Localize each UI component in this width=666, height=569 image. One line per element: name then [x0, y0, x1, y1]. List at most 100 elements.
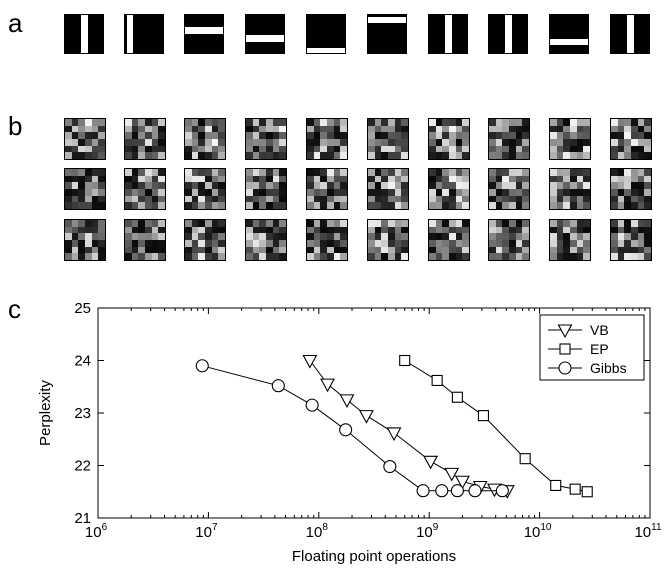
sample-pixel [320, 138, 327, 146]
sample-pixel [313, 246, 321, 254]
sample-pixel [502, 226, 509, 234]
sample-pixel [442, 145, 449, 153]
x-tick-label: 1011 [634, 522, 662, 541]
sample-pixel [448, 152, 456, 159]
sample-pixel [125, 152, 132, 159]
sample-pixel [91, 119, 99, 126]
sample-pixel [429, 233, 436, 240]
sample-pixel [556, 138, 564, 146]
sample-tile [184, 118, 226, 160]
sample-pixel [448, 125, 456, 133]
sample-pixel [191, 182, 199, 189]
sample-pixel [204, 182, 212, 189]
sample-pixel [462, 233, 469, 240]
sample-pixel [340, 132, 347, 139]
sample-tile [64, 168, 106, 210]
sample-pixel [279, 233, 286, 240]
sample-pixel [515, 195, 523, 203]
sample-pixel [71, 188, 79, 196]
sample-pixel [272, 202, 280, 209]
sample-pixel [272, 119, 280, 126]
sample-pixel [98, 119, 105, 126]
sample-pixel [374, 253, 382, 260]
sample-pixel [265, 239, 273, 247]
sample-pixel [550, 220, 557, 227]
sample-pixel [569, 246, 577, 254]
sample-pixel [563, 246, 570, 254]
sample-pixel [198, 239, 205, 247]
sample-pixel [320, 239, 327, 247]
sample-pixel [401, 233, 408, 240]
sample-pixel [144, 152, 152, 159]
sample-pixel [583, 175, 590, 183]
sample-pixel [442, 119, 449, 126]
sample-pixel [576, 239, 584, 247]
sample-pixel [158, 226, 165, 234]
sample-pixel [448, 195, 456, 203]
sample-pixel [522, 169, 529, 176]
sample-pixel [144, 175, 152, 183]
sample-pixel [84, 169, 92, 176]
sample-pixel [78, 246, 85, 254]
sample-pixel [158, 138, 165, 146]
sample-pixel [617, 132, 625, 139]
sample-pixel [455, 195, 463, 203]
sample-tile [306, 118, 348, 160]
sample-pixel [125, 246, 132, 254]
sample-pixel [435, 253, 443, 260]
legend-marker-ep [559, 343, 571, 355]
sample-pixel [218, 188, 225, 196]
sample-pixel [279, 188, 286, 196]
sample-pixel [198, 169, 205, 176]
sample-pixel [340, 169, 347, 176]
sample-tile [306, 168, 348, 210]
sample-pixel [71, 220, 79, 227]
sample-pixel [522, 226, 529, 234]
sample-pixel [211, 132, 219, 139]
sample-pixel [259, 119, 266, 126]
sample-pixel [374, 226, 382, 234]
sample-pixel [340, 239, 347, 247]
sample-pixel [131, 188, 139, 196]
sample-pixel [65, 233, 72, 240]
sample-pixel [401, 145, 408, 153]
sample-pixel [455, 239, 463, 247]
sample-pixel [550, 239, 557, 247]
sample-pixel [502, 119, 509, 126]
data-point-gibbs [339, 423, 353, 437]
sample-pixel [191, 195, 199, 203]
sample-pixel [78, 169, 85, 176]
sample-pixel [204, 239, 212, 247]
sample-pixel [144, 233, 152, 240]
sample-pixel [313, 182, 321, 189]
sample-pixel [401, 169, 408, 176]
sample-pixel [185, 138, 192, 146]
sample-tile [428, 168, 470, 210]
sample-pixel [65, 132, 72, 139]
sample-pixel [442, 246, 449, 254]
sample-pixel [98, 152, 105, 159]
sample-pixel [98, 233, 105, 240]
sample-pixel [442, 226, 449, 234]
sample-pixel [515, 220, 523, 227]
sample-pixel [644, 188, 651, 196]
sample-pixel [333, 169, 341, 176]
sample-pixel [191, 175, 199, 183]
sample-pixel [617, 220, 625, 227]
sample-pixel [583, 152, 590, 159]
sample-pixel [279, 125, 286, 133]
sample-pixel [138, 175, 145, 183]
sample-pixel [204, 233, 212, 240]
sample-pixel [563, 233, 570, 240]
sample-pixel [78, 132, 85, 139]
sample-pixel [211, 125, 219, 133]
sample-pixel [84, 239, 92, 247]
sample-pixel [630, 220, 638, 227]
sample-pixel [455, 253, 463, 260]
sample-pixel [495, 202, 503, 209]
sample-pixel [125, 188, 132, 196]
sample-pixel [550, 169, 557, 176]
sample-pixel [630, 188, 638, 196]
sample-pixel [84, 188, 92, 196]
sample-pixel [515, 233, 523, 240]
